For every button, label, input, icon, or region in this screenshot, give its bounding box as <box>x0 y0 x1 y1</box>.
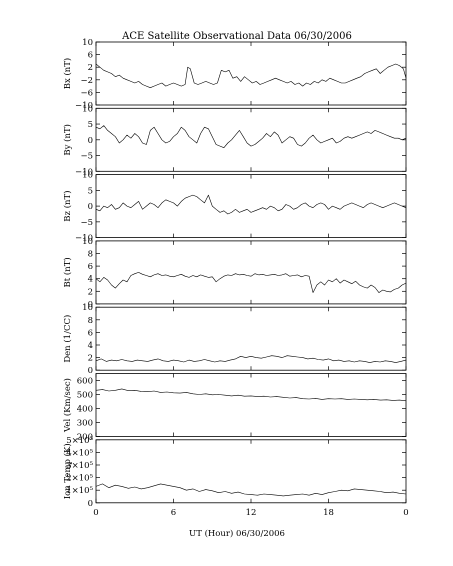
series-line-0 <box>95 355 407 363</box>
y-axis-label: By (nT) <box>62 124 73 156</box>
series-line-0 <box>95 388 407 402</box>
x-tick-label: 0 <box>93 508 98 518</box>
y-axis-label: Den (1/CC) <box>62 315 73 363</box>
y-tick-label: 10 <box>82 38 93 48</box>
x-tick-label: 18 <box>323 508 334 518</box>
y-tick-label: 500 <box>77 391 93 401</box>
panels-layer: −10 −6 −2 2 6 10 Bx (nT) −10 −5 0 5 10 By (nT) −10 −5 0… <box>62 38 407 509</box>
panel-frame <box>95 41 407 106</box>
y-tick-label: 0 <box>88 366 93 376</box>
y-tick-label: −6 <box>80 88 93 98</box>
panel-frame <box>95 439 407 504</box>
y-tick-label: 10 <box>82 104 93 114</box>
x-tick-label: 0 <box>403 508 408 518</box>
panel-5: 200 300 400 500 600 Vel (Km/sec) <box>62 373 407 443</box>
y-tick-label: 2×10⁵ <box>66 474 93 484</box>
y-tick-label: 5×10⁵ <box>66 436 93 446</box>
y-tick-label: 6 <box>88 262 93 272</box>
y-tick-label: 5 <box>88 120 93 130</box>
x-axis-label: UT (Hour) 06/30/2006 <box>189 528 285 539</box>
y-tick-label: 1×10⁵ <box>66 486 93 496</box>
panel-frame <box>95 373 407 437</box>
y-axis-label: Bz (nT) <box>62 190 73 221</box>
series-line-0 <box>95 272 407 293</box>
y-tick-label: 8 <box>88 316 93 326</box>
y-tick-label: −5 <box>80 218 93 228</box>
y-tick-label: 4 <box>88 275 93 285</box>
y-tick-label: 4×10⁵ <box>66 448 93 458</box>
panel-1: −10 −5 0 5 10 By (nT) <box>62 104 407 177</box>
y-tick-label: −2 <box>80 76 93 86</box>
y-tick-label: 10 <box>82 171 93 181</box>
chart-title: ACE Satellite Observational Data 06/30/2… <box>121 31 352 42</box>
series-line-0 <box>95 483 407 497</box>
y-tick-label: 10 <box>82 303 93 313</box>
x-tick-label: 12 <box>246 508 257 518</box>
series-line-0 <box>95 63 407 88</box>
y-tick-label: 300 <box>77 419 93 429</box>
y-tick-label: 2 <box>88 354 93 364</box>
y-tick-label: 0 <box>88 300 93 310</box>
y-tick-label: 5 <box>88 186 93 196</box>
y-tick-label: 0 <box>88 499 93 509</box>
x-axis: 0 6 12 18 0 <box>93 508 408 518</box>
panel-frame <box>95 107 407 172</box>
x-tick-label: 6 <box>171 508 176 518</box>
y-tick-label: 10 <box>82 237 93 247</box>
y-tick-label: −10 <box>75 234 93 244</box>
y-tick-label: 600 <box>77 377 93 387</box>
y-tick-label: −10 <box>75 101 93 111</box>
y-axis-label: Bt (nT) <box>62 257 73 287</box>
y-tick-label: 0 <box>88 202 93 212</box>
y-tick-label: 2 <box>88 63 93 73</box>
y-tick-label: −5 <box>80 152 93 162</box>
y-tick-label: −10 <box>75 167 93 177</box>
panel-frame <box>95 240 407 305</box>
panel-3: 0 2 4 6 8 10 Bt (nT) <box>62 237 407 310</box>
series-line-0 <box>95 125 407 148</box>
y-axis-label: Vel (Km/sec) <box>62 378 73 433</box>
y-axis-label: Ion Temp (K) <box>62 443 73 499</box>
panel-0: −10 −6 −2 2 6 10 Bx (nT) <box>62 38 407 111</box>
y-tick-label: 6 <box>88 51 93 61</box>
y-tick-label: 200 <box>77 433 93 443</box>
series-line-0 <box>95 194 407 215</box>
y-tick-label: 6 <box>88 328 93 338</box>
panel-2: −10 −5 0 5 10 Bz (nT) <box>62 171 407 244</box>
y-tick-label: 400 <box>77 405 93 415</box>
y-tick-label: 8 <box>88 250 93 260</box>
y-tick-label: 2 <box>88 287 93 297</box>
panel-4: 0 2 4 6 8 10 Den (1/CC) <box>62 303 407 376</box>
y-axis-label: Bx (nT) <box>62 58 73 90</box>
y-tick-label: 3×10⁵ <box>66 461 93 471</box>
y-tick-label: 4 <box>88 341 93 351</box>
y-tick-label: 0 <box>88 136 93 146</box>
